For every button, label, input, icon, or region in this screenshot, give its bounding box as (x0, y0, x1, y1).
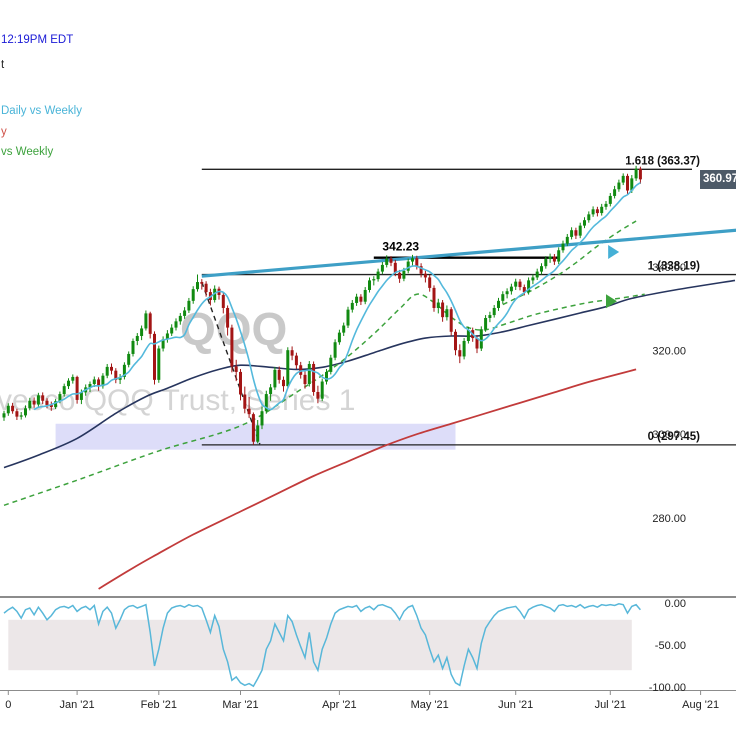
month-axis-label: May '21 (411, 699, 449, 711)
svg-text:Invesco QQQ Trust, Series 1: Invesco QQQ Trust, Series 1 (0, 384, 355, 417)
month-axis-label: Mar '21 (222, 699, 258, 711)
month-axis-label: Jan '21 (60, 699, 95, 711)
signal-arrows (606, 244, 620, 309)
price-axis-label: 320.00 (652, 346, 686, 358)
oscillator-line (3, 603, 641, 688)
oscillator-axis-label: 0.00 (665, 598, 686, 610)
study-legend-red: y (1, 126, 7, 138)
oscillator (3, 603, 641, 688)
candles (2, 165, 642, 445)
ma-red-200 (98, 368, 637, 590)
month-axis-label: Apr '21 (322, 699, 357, 711)
signal-arrow-icon (606, 294, 617, 309)
oscillator-axis-label: -100.00 (649, 682, 686, 694)
month-axis-label: Jun '21 (498, 699, 533, 711)
panel-frame (0, 596, 736, 691)
axis-labels: 1.618 (363.37) 1 (338.19) 0 (297.45) 342.23… (5, 155, 719, 711)
fib-label: 0 (297.45) (648, 431, 701, 443)
ma-navy-50 (3, 279, 736, 469)
fib-label: 1.618 (363.37) (625, 155, 700, 167)
month-axis-label: Feb '21 (141, 699, 177, 711)
last-price-badge: 360.97 (700, 170, 736, 189)
ma-green-weekly-fast (502, 220, 637, 306)
timestamp-label: 12:19PM EDT (1, 34, 74, 46)
level-label: 342.23 (382, 240, 419, 254)
oscillator-axis-label: -50.00 (655, 640, 686, 652)
trendlines (201, 228, 736, 445)
month-axis-label: Jul '21 (595, 699, 626, 711)
fast-ma (33, 181, 641, 411)
price-axis-label: 280.00 (652, 513, 686, 525)
up-trendline (201, 228, 736, 278)
price-axis-label: 340.00 (652, 262, 686, 274)
month-axis-label: 0 (5, 699, 11, 711)
fib-label: 1 (338.19) (648, 261, 701, 273)
month-axis-label: Aug '21 (682, 699, 719, 711)
study-legend-green: vs Weekly (1, 146, 54, 158)
shaded-zones (8, 423, 632, 671)
study-legend-daily-vs-weekly: Daily vs Weekly (1, 105, 82, 117)
symbol-label-fragment: t (1, 59, 5, 71)
ma-green-weekly (3, 293, 645, 507)
support-zone (55, 423, 456, 450)
price-axis-label: 300.00 (652, 429, 686, 441)
down-trendline (201, 281, 261, 445)
signal-arrow-icon (608, 244, 620, 259)
